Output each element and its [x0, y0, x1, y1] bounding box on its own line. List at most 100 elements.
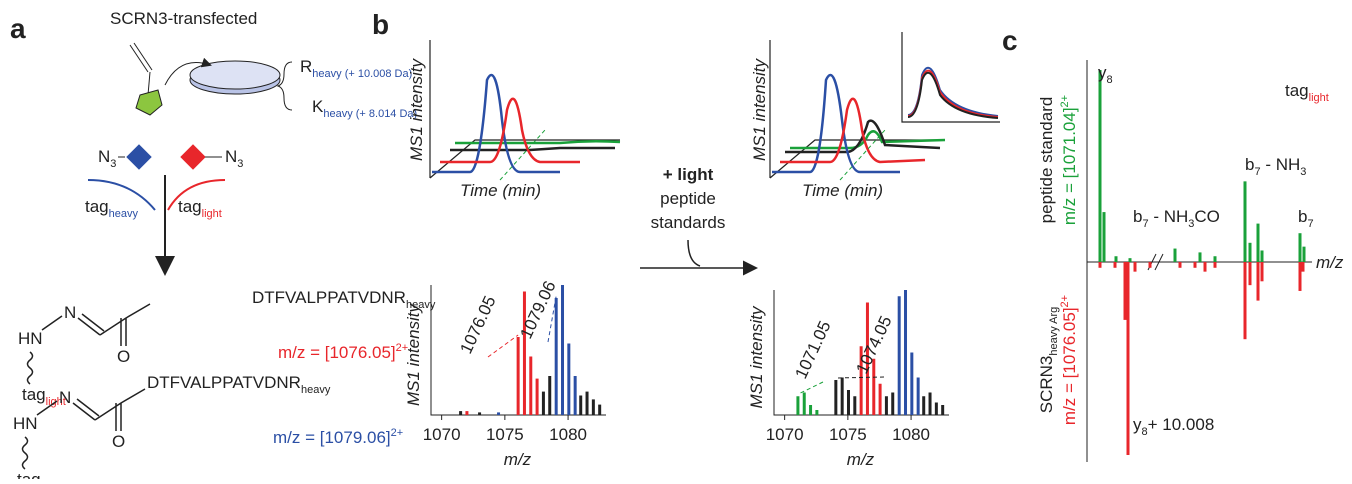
- peak: [1114, 256, 1118, 262]
- peak: [535, 378, 539, 415]
- panel-label: c: [1002, 25, 1018, 56]
- ion-label: b7 - NH3CO: [1133, 207, 1220, 230]
- axis: [430, 285, 606, 416]
- chromatogram: [769, 32, 1000, 181]
- tag-label: taglight: [1285, 81, 1329, 104]
- peak: [1260, 250, 1264, 262]
- arrow-text: + light: [663, 165, 714, 184]
- azide: N3: [98, 147, 116, 170]
- peak: [516, 337, 520, 415]
- peak: [497, 412, 501, 415]
- leader: [487, 334, 519, 358]
- tag-label: tagheavy: [17, 470, 70, 479]
- atom: HN: [13, 414, 38, 433]
- peak: [1148, 262, 1152, 268]
- peak: [573, 376, 577, 415]
- peak: [1256, 262, 1260, 301]
- text-part: tag: [17, 470, 41, 479]
- atom: O: [112, 432, 125, 451]
- x-label: m/z: [847, 450, 875, 469]
- peak: [802, 392, 806, 415]
- peak: [796, 396, 800, 415]
- text-part: 7: [1142, 218, 1148, 230]
- peak: [598, 404, 602, 415]
- arrow-text: peptide: [660, 189, 716, 208]
- peak: [459, 411, 463, 415]
- text-part: light: [1309, 92, 1329, 104]
- peak: [1123, 262, 1127, 320]
- peak: [891, 392, 895, 415]
- text-part: 2+: [1059, 295, 1071, 308]
- peak: [878, 383, 882, 415]
- ion-label: y8+ 10.008: [1133, 415, 1214, 438]
- text-part: - NH: [1149, 207, 1189, 226]
- peak: [1213, 256, 1217, 262]
- arrow: [640, 239, 758, 276]
- text-part: m/z = [1079.06]: [273, 428, 391, 447]
- panel-label: a: [10, 13, 26, 44]
- peak: [1203, 262, 1207, 272]
- peak: [916, 377, 920, 415]
- ion-label: b7: [1298, 207, 1314, 230]
- peak: [1198, 252, 1202, 262]
- peak: [1260, 262, 1264, 282]
- peak: [1298, 262, 1302, 291]
- text-part: 8: [1107, 74, 1113, 86]
- peak: [840, 377, 844, 415]
- x-label: m/z: [504, 450, 532, 469]
- peak: [934, 402, 938, 415]
- peak: [1128, 258, 1132, 262]
- arrow-text: standards: [651, 213, 726, 232]
- atom: HN: [18, 329, 43, 348]
- peak: [941, 405, 945, 415]
- text-part: 7: [1254, 166, 1260, 178]
- peak: [910, 352, 914, 415]
- chromatogram: [429, 40, 621, 181]
- text-part: 2+: [1059, 95, 1071, 108]
- text-part: heavy Arg: [1048, 307, 1060, 356]
- text-part: 8: [1142, 426, 1148, 438]
- x-tick-label: 1080: [892, 425, 930, 444]
- peak: [1102, 212, 1106, 262]
- heavy-arg: Rheavy (+ 10.008 Da): [300, 57, 412, 80]
- text-part: tag: [1285, 81, 1309, 100]
- axis: [773, 290, 949, 416]
- peptide: DTFVALPPATVDNRheavy: [147, 373, 331, 396]
- text-part: b: [1133, 207, 1142, 226]
- peak: [1298, 233, 1302, 262]
- peak: [1098, 70, 1102, 262]
- text-part: 7: [1307, 218, 1313, 230]
- peak: [579, 395, 583, 415]
- text-part: b: [1298, 207, 1307, 226]
- y-label: MS1 intensity: [404, 302, 423, 406]
- text-part: heavy: [406, 299, 436, 311]
- title: SCRN3-transfected: [110, 9, 257, 28]
- mz-label: m/z = [1079.06]2+: [273, 427, 403, 447]
- x-tick-label: 1075: [486, 425, 524, 444]
- peak: [478, 412, 482, 415]
- atom: O: [117, 347, 130, 366]
- x-label: m/z: [1316, 253, 1344, 272]
- text-part: + 10.008: [1148, 415, 1215, 434]
- y-label: MS1 intensity: [407, 57, 426, 161]
- peak: [541, 391, 545, 415]
- peak: [1126, 262, 1130, 455]
- peak: [1133, 262, 1137, 272]
- leader: [835, 376, 885, 379]
- side-label: SCRN3heavy Arg: [1037, 307, 1060, 414]
- peak: [884, 396, 888, 415]
- x-tick-label: 1075: [829, 425, 867, 444]
- tag-heavy: tagheavy: [85, 197, 138, 220]
- peak: [1178, 262, 1182, 268]
- atom: N: [64, 303, 76, 322]
- text-part: 3: [1188, 218, 1194, 230]
- peak: [922, 396, 926, 415]
- x-label: Time (min): [802, 181, 883, 200]
- text-part: tag: [22, 385, 46, 404]
- peak: [1248, 242, 1252, 262]
- peak-label: 1074.05: [852, 313, 895, 377]
- leader: [547, 295, 557, 343]
- text-part: 3: [1300, 166, 1306, 178]
- text-part: y: [1098, 63, 1107, 82]
